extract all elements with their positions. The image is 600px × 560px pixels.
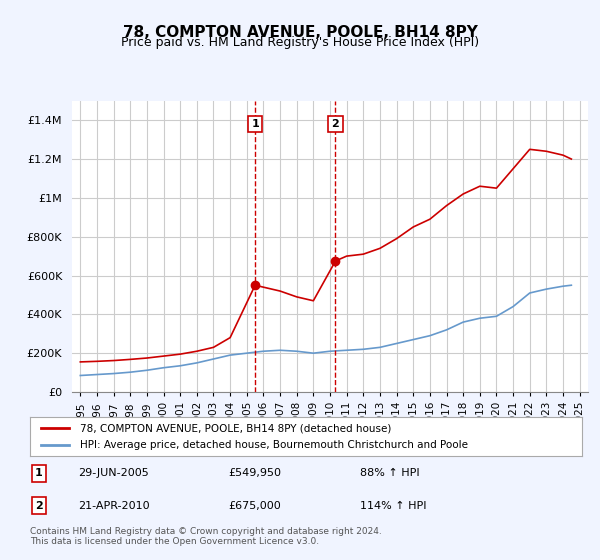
Text: 2: 2 (332, 119, 340, 129)
Text: HPI: Average price, detached house, Bournemouth Christchurch and Poole: HPI: Average price, detached house, Bour… (80, 440, 467, 450)
Text: 29-JUN-2005: 29-JUN-2005 (78, 468, 149, 478)
Text: 2: 2 (35, 501, 43, 511)
Text: 1: 1 (251, 119, 259, 129)
Text: 78, COMPTON AVENUE, POOLE, BH14 8PY (detached house): 78, COMPTON AVENUE, POOLE, BH14 8PY (det… (80, 423, 391, 433)
Text: 1: 1 (35, 468, 43, 478)
Text: £549,950: £549,950 (228, 468, 281, 478)
Text: £675,000: £675,000 (228, 501, 281, 511)
Text: 21-APR-2010: 21-APR-2010 (78, 501, 149, 511)
Text: Contains HM Land Registry data © Crown copyright and database right 2024.
This d: Contains HM Land Registry data © Crown c… (30, 526, 382, 546)
Text: 78, COMPTON AVENUE, POOLE, BH14 8PY: 78, COMPTON AVENUE, POOLE, BH14 8PY (122, 25, 478, 40)
Text: 114% ↑ HPI: 114% ↑ HPI (360, 501, 427, 511)
Text: Price paid vs. HM Land Registry's House Price Index (HPI): Price paid vs. HM Land Registry's House … (121, 36, 479, 49)
Text: 88% ↑ HPI: 88% ↑ HPI (360, 468, 419, 478)
